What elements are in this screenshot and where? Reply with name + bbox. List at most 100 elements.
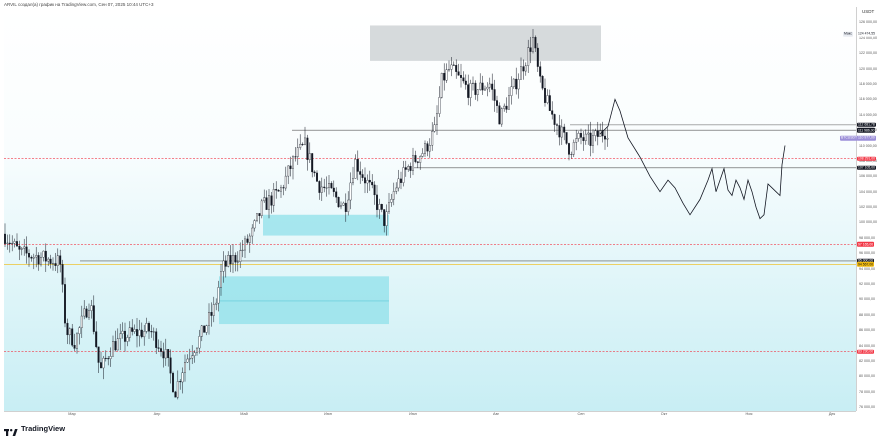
candle-body xyxy=(409,166,412,171)
candle-body xyxy=(402,167,405,183)
candle-body xyxy=(256,213,258,221)
candle-body xyxy=(328,183,330,188)
candle-body xyxy=(212,304,215,316)
candle-body xyxy=(6,242,9,244)
candle-body xyxy=(258,213,261,216)
candle-body xyxy=(536,47,539,67)
candle-body xyxy=(373,184,376,196)
candle-body xyxy=(414,155,417,162)
time-tick: Июл xyxy=(409,412,417,416)
bitcoin-tag: BTCUSDT xyxy=(840,135,859,141)
candle-body xyxy=(512,78,515,87)
time-tick: Ноя xyxy=(745,412,753,416)
candle-body xyxy=(359,171,362,175)
price-tick: 82 000,00 xyxy=(859,358,875,363)
candle-body xyxy=(191,355,194,359)
candle-body xyxy=(184,362,186,373)
price-tick: 80 000,00 xyxy=(859,374,875,379)
price-tick: 84 000,00 xyxy=(859,343,875,348)
candle-body xyxy=(587,132,590,135)
candle-body xyxy=(383,209,386,226)
candle-body xyxy=(385,211,388,226)
candle-body xyxy=(349,182,352,201)
candle-body xyxy=(92,305,95,332)
candle-body xyxy=(455,65,458,72)
candle-body xyxy=(469,83,472,98)
currency-label[interactable]: USDT xyxy=(862,9,875,14)
plot-area[interactable] xyxy=(4,7,856,411)
candle-body xyxy=(342,202,345,206)
price-tick: 106 000,00 xyxy=(859,174,877,179)
candle-body xyxy=(294,156,297,158)
candle-body xyxy=(47,258,50,262)
price-tick: 96 000,00 xyxy=(859,251,875,256)
candle-body xyxy=(443,72,446,81)
candle-body xyxy=(188,357,191,360)
time-axis[interactable] xyxy=(4,411,856,421)
price-tick: 116 000,00 xyxy=(859,97,877,102)
candle-body xyxy=(404,167,407,170)
candle-body xyxy=(172,372,174,393)
candle-body xyxy=(40,257,42,265)
candle-body xyxy=(224,260,227,267)
candle-body xyxy=(18,245,21,250)
price-tick: 98 000,00 xyxy=(859,235,875,240)
price-axis[interactable] xyxy=(856,7,882,411)
candle-body xyxy=(25,246,28,254)
candle-body xyxy=(577,133,580,139)
candle-body xyxy=(479,82,482,90)
level-112-label: 112 681,78 xyxy=(857,122,876,128)
price-tick: 100 000,00 xyxy=(859,220,877,225)
candle-body xyxy=(380,204,383,210)
candle-body xyxy=(517,79,520,90)
candle-body xyxy=(419,156,422,163)
price-tick: 110 000,00 xyxy=(859,143,877,148)
candle-body xyxy=(121,330,124,335)
candle-body xyxy=(215,302,218,305)
candle-body xyxy=(546,95,549,103)
candle-body xyxy=(503,105,506,109)
candle-body xyxy=(208,312,210,326)
time-tick: Май xyxy=(240,412,248,416)
candle-body xyxy=(265,197,268,210)
level-107-label: 107 105,00 xyxy=(857,165,876,171)
candle-body xyxy=(560,126,563,138)
candle-body xyxy=(71,328,74,346)
candle-body xyxy=(510,86,513,96)
candle-body xyxy=(388,202,390,212)
chart-title: ARVIL создал(а) график на TradingView.co… xyxy=(4,2,154,7)
candle-body xyxy=(594,130,597,136)
candle-body xyxy=(37,255,40,265)
candle-body xyxy=(431,131,434,146)
candle-body xyxy=(13,241,16,244)
candle-body xyxy=(553,114,556,125)
current-price-label: 110 977,00 xyxy=(857,135,876,141)
candle-body xyxy=(520,66,522,80)
candle-body xyxy=(376,194,378,210)
candle-body xyxy=(347,199,350,212)
candle-body xyxy=(143,331,146,338)
candle-body xyxy=(582,137,585,141)
candle-body xyxy=(304,137,306,145)
candle-body xyxy=(301,143,304,145)
candle-body xyxy=(270,195,273,206)
candle-body xyxy=(500,108,503,125)
red-level-108-label: 108 291,00 xyxy=(857,156,876,161)
tradingview-logo[interactable]: TradingView xyxy=(4,424,65,436)
candle-body xyxy=(299,143,302,148)
candle-body xyxy=(563,126,566,133)
candle-body xyxy=(100,362,102,369)
candle-body xyxy=(4,233,6,244)
candle-body xyxy=(52,263,54,265)
candle-body xyxy=(239,250,242,263)
candle-body xyxy=(340,205,342,208)
candle-body xyxy=(596,130,599,137)
candle-body xyxy=(126,337,129,342)
candle-body xyxy=(272,189,275,206)
candle-body xyxy=(229,255,232,265)
candle-body xyxy=(508,95,510,110)
candle-body xyxy=(198,336,201,349)
candle-body xyxy=(445,69,448,81)
